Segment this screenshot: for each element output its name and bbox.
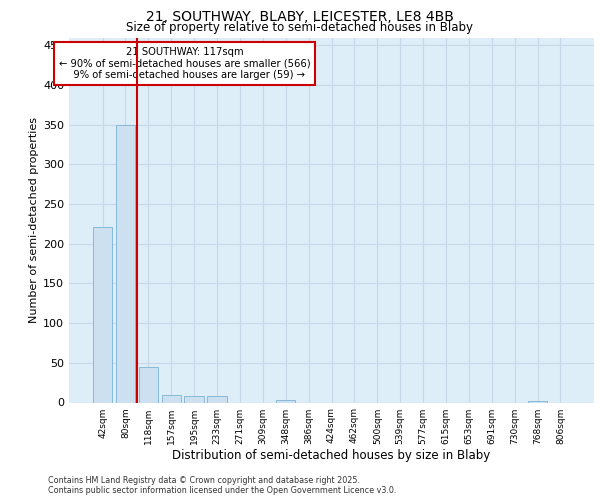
Bar — [208, 396, 227, 402]
Text: 21, SOUTHWAY, BLABY, LEICESTER, LE8 4BB: 21, SOUTHWAY, BLABY, LEICESTER, LE8 4BB — [146, 10, 454, 24]
Bar — [139, 367, 158, 402]
Bar — [184, 396, 204, 402]
Text: Size of property relative to semi-detached houses in Blaby: Size of property relative to semi-detach… — [127, 22, 473, 35]
Bar — [161, 394, 181, 402]
Bar — [116, 125, 135, 402]
Bar — [276, 400, 295, 402]
Text: Contains HM Land Registry data © Crown copyright and database right 2025.
Contai: Contains HM Land Registry data © Crown c… — [48, 476, 397, 495]
Text: 21 SOUTHWAY: 117sqm
← 90% of semi-detached houses are smaller (566)
   9% of sem: 21 SOUTHWAY: 117sqm ← 90% of semi-detach… — [59, 46, 310, 80]
Bar — [93, 227, 112, 402]
X-axis label: Distribution of semi-detached houses by size in Blaby: Distribution of semi-detached houses by … — [172, 450, 491, 462]
Y-axis label: Number of semi-detached properties: Number of semi-detached properties — [29, 117, 39, 323]
Bar — [528, 401, 547, 402]
